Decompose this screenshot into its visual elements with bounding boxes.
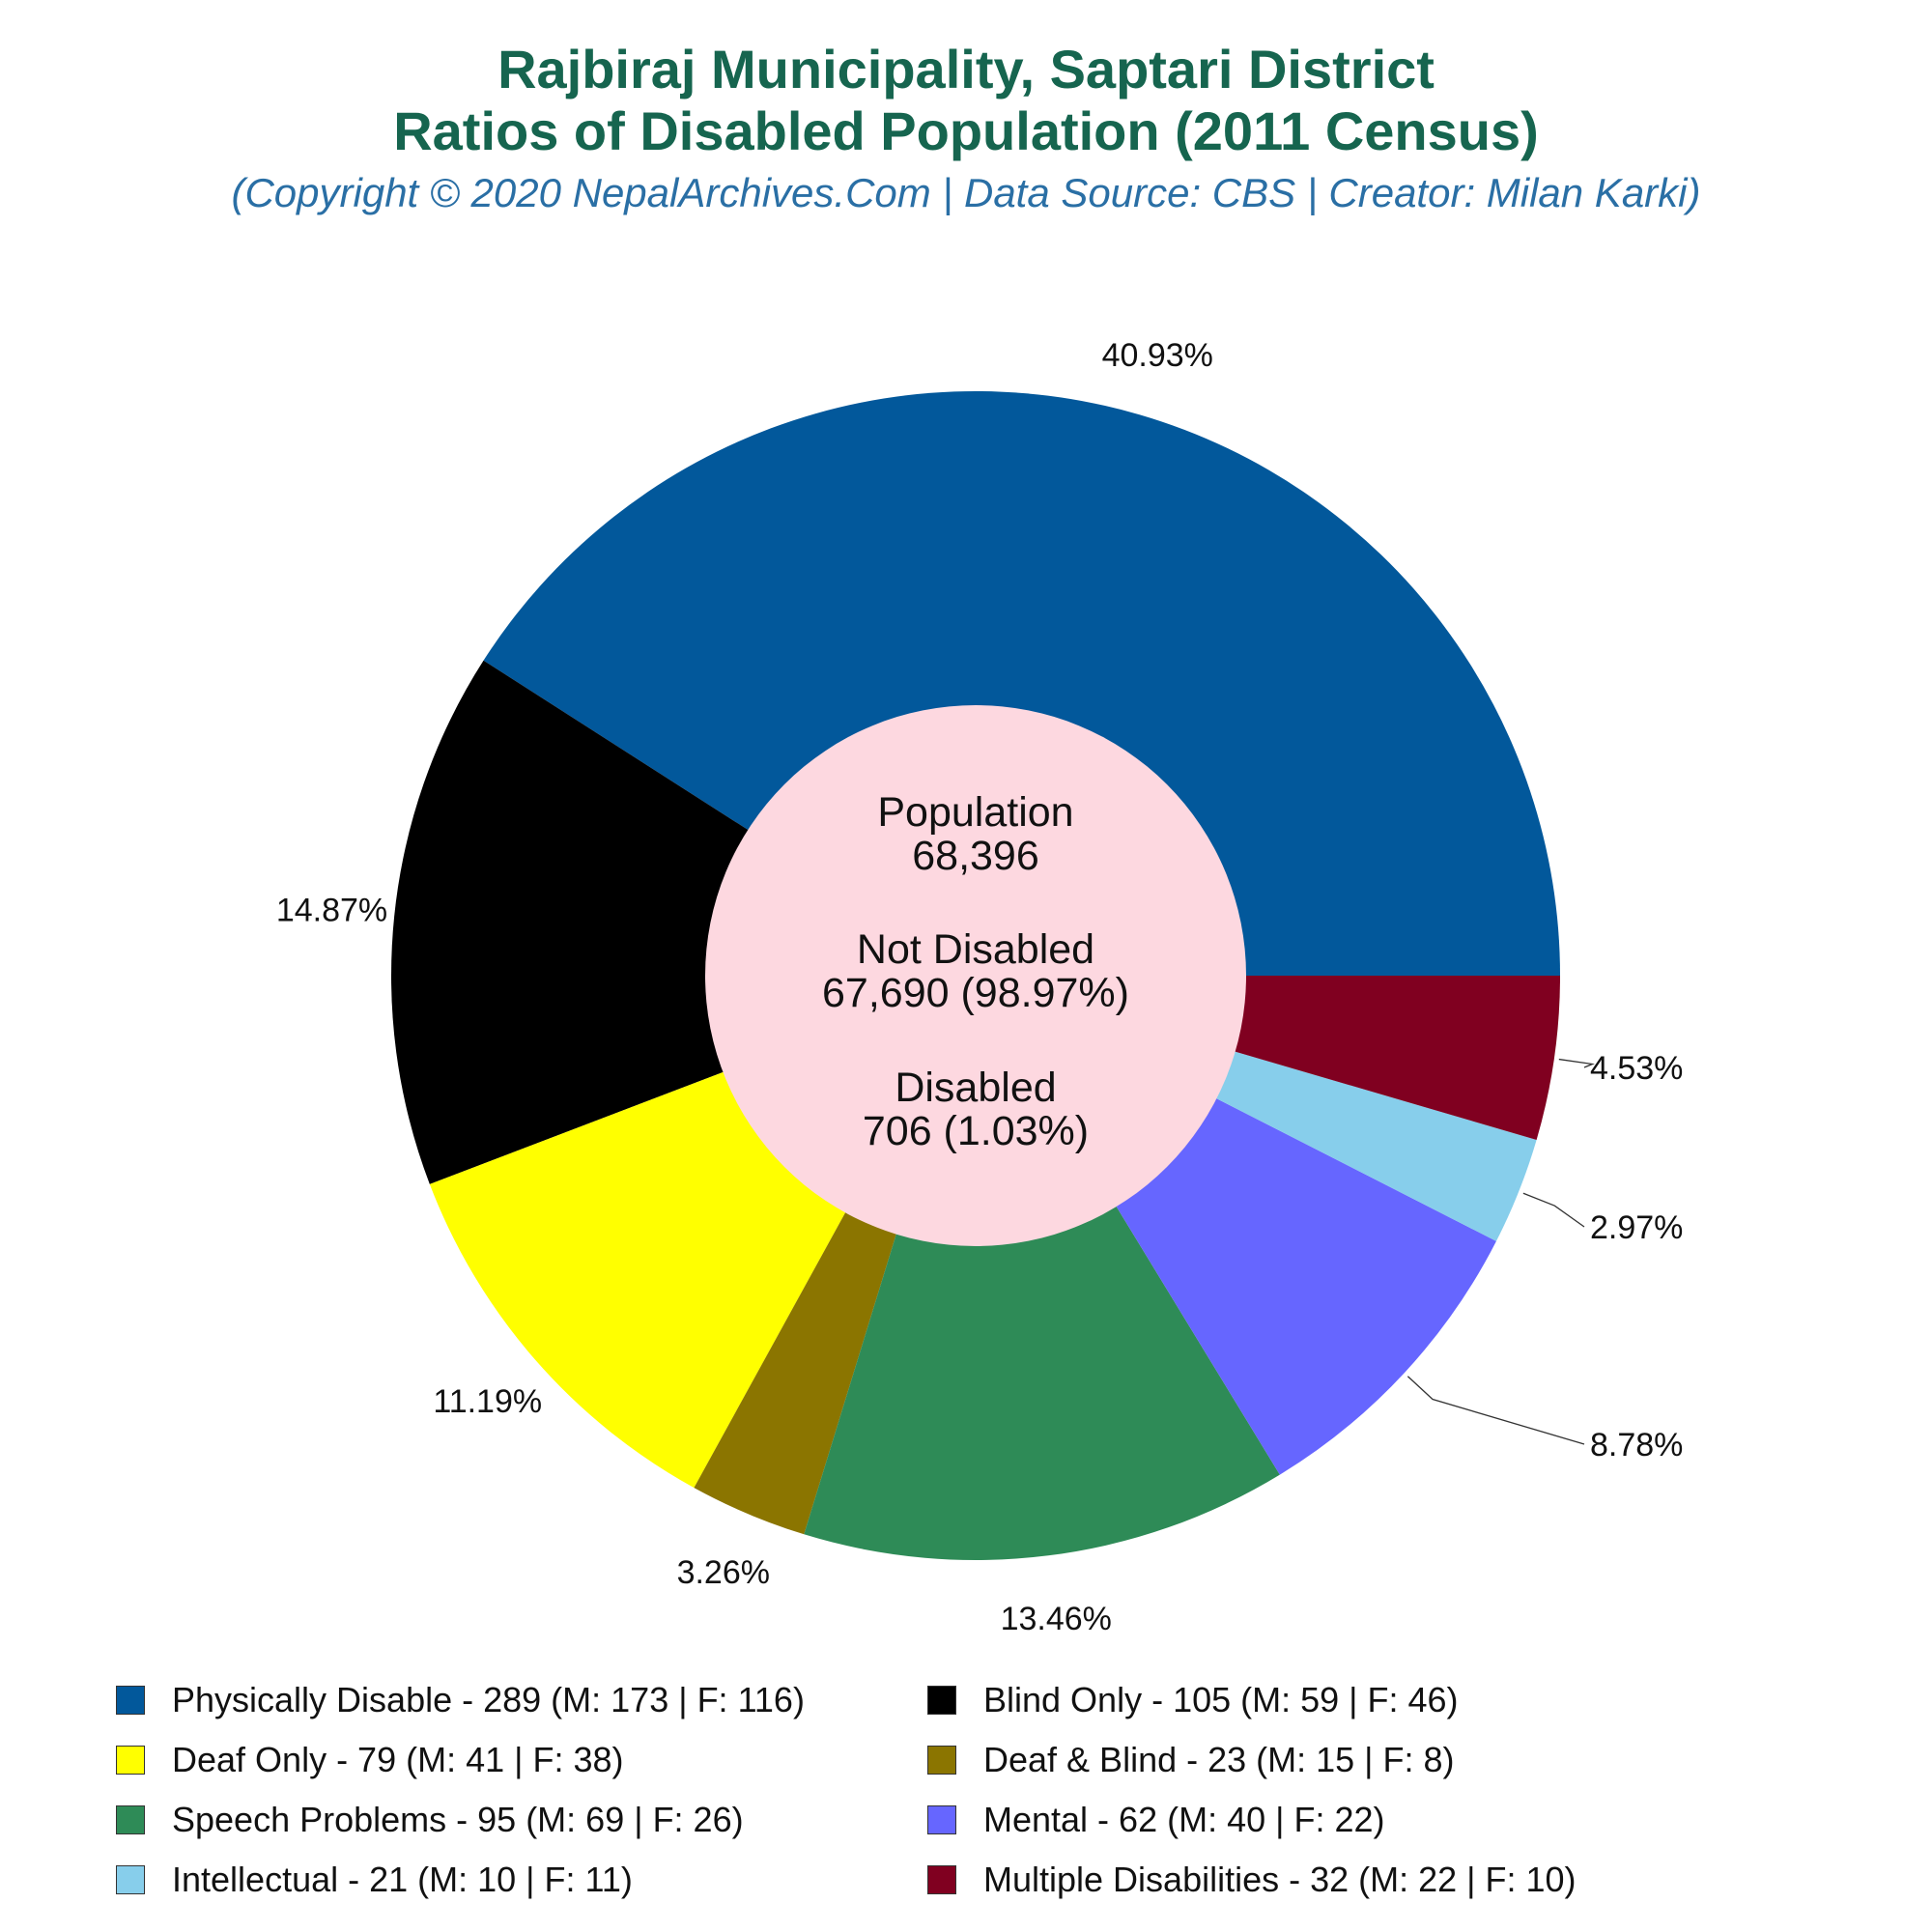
legend-swatch <box>927 1746 956 1775</box>
legend-label: Speech Problems - 95 (M: 69 | F: 26) <box>172 1800 744 1839</box>
leader-line-7 <box>1558 1058 1595 1068</box>
leader-lines <box>1406 1058 1595 1445</box>
center-disabled-label: Disabled <box>895 1065 1056 1111</box>
percent-labels: 40.93% 14.87% 11.19% 3.26% 13.46% 8.78% 2.97% 4… <box>276 337 1684 1637</box>
slice-percent-label-6: 2.97% <box>1590 1209 1683 1246</box>
slice-percent-label-3: 3.26% <box>677 1554 770 1591</box>
slice-percent-label-2: 11.19% <box>433 1383 542 1420</box>
legend-swatch <box>927 1865 956 1894</box>
legend-label: Intellectual - 21 (M: 10 | F: 11) <box>172 1860 633 1899</box>
pie-slice-4 <box>804 976 1280 1560</box>
slice-percent-label-4: 13.46% <box>1001 1601 1112 1637</box>
legend-label: Physically Disable - 289 (M: 173 | F: 11… <box>172 1680 805 1719</box>
center-not-disabled-value: 67,690 (98.97%) <box>822 970 1129 1016</box>
legend-swatch <box>927 1805 956 1834</box>
legend-swatch <box>116 1865 145 1894</box>
chart-subtitle: (Copyright © 2020 NepalArchives.Com | Da… <box>231 170 1701 215</box>
legend-item: Multiple Disabilities - 32 (M: 22 | F: 1… <box>927 1859 1739 1901</box>
title-block: Rajbiraj Municipality, Saptari District … <box>0 39 1932 218</box>
center-text-group: Population 68,396 Not Disabled 67,690 (9… <box>822 789 1129 1154</box>
legend-item: Physically Disable - 289 (M: 173 | F: 11… <box>116 1679 927 1721</box>
slice-percent-label-5: 8.78% <box>1590 1427 1683 1463</box>
pie-slice-1 <box>391 660 976 1184</box>
chart-title-line-1: Rajbiraj Municipality, Saptari District <box>497 39 1435 99</box>
legend-label: Deaf & Blind - 23 (M: 15 | F: 8) <box>983 1740 1455 1779</box>
legend-item: Blind Only - 105 (M: 59 | F: 46) <box>927 1679 1739 1721</box>
legend-item: Mental - 62 (M: 40 | F: 22) <box>927 1799 1739 1841</box>
leader-line-5 <box>1406 1376 1585 1445</box>
slice-percent-label-0: 40.93% <box>1102 337 1213 374</box>
legend-item: Deaf Only - 79 (M: 41 | F: 38) <box>116 1739 927 1781</box>
legend-label: Deaf Only - 79 (M: 41 | F: 38) <box>172 1740 624 1779</box>
legend-label: Multiple Disabilities - 32 (M: 22 | F: 1… <box>983 1860 1577 1899</box>
chart-title-line-2: Ratios of Disabled Population (2011 Cens… <box>393 100 1539 161</box>
legend-swatch <box>116 1746 145 1775</box>
legend-item: Speech Problems - 95 (M: 69 | F: 26) <box>116 1799 927 1841</box>
center-disabled-value: 706 (1.03%) <box>863 1108 1089 1154</box>
legend-swatch <box>927 1686 956 1715</box>
legend-item: Deaf & Blind - 23 (M: 15 | F: 8) <box>927 1739 1739 1781</box>
legend-label: Mental - 62 (M: 40 | F: 22) <box>983 1800 1385 1839</box>
legend-label: Blind Only - 105 (M: 59 | F: 46) <box>983 1680 1459 1719</box>
legend-swatch <box>116 1686 145 1715</box>
legend-item: Intellectual - 21 (M: 10 | F: 11) <box>116 1859 927 1901</box>
slice-percent-label-7: 4.53% <box>1590 1050 1683 1087</box>
center-population-value: 68,396 <box>912 833 1039 879</box>
center-population-label: Population <box>877 789 1073 836</box>
leader-line-6 <box>1522 1192 1585 1228</box>
slice-percent-label-1: 14.87% <box>276 893 387 929</box>
legend-swatch <box>116 1805 145 1834</box>
center-circle <box>705 705 1246 1246</box>
legend: Physically Disable - 289 (M: 173 | F: 11… <box>116 1679 1855 1901</box>
center-not-disabled-label: Not Disabled <box>857 926 1094 973</box>
